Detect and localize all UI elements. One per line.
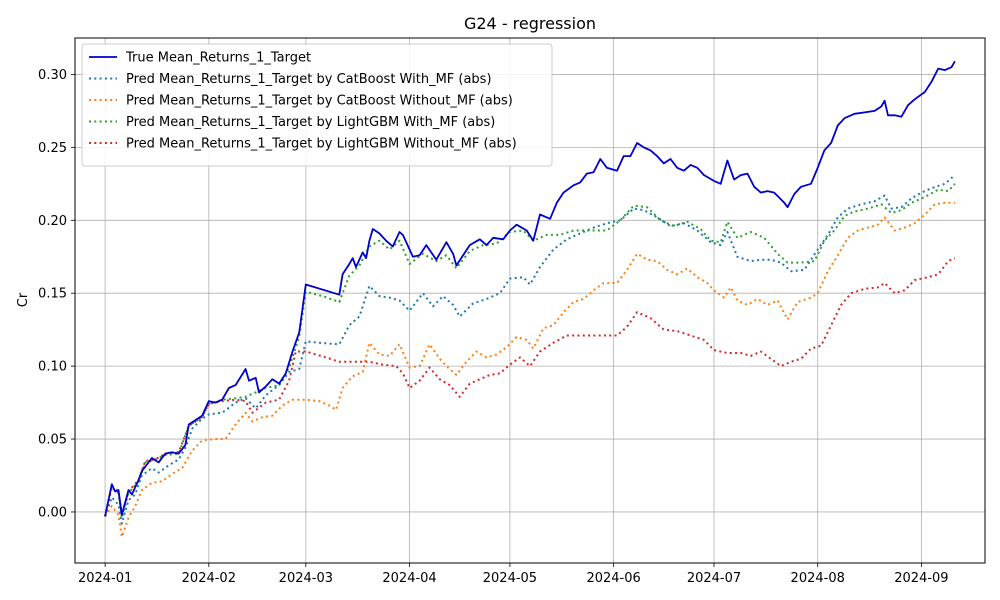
y-tick-label: 0.30 (38, 68, 67, 83)
y-tick-label: 0.20 (38, 214, 67, 229)
x-tick-label: 2024-01 (78, 571, 132, 586)
y-tick-label: 0.00 (38, 505, 67, 520)
legend-label: Pred Mean_Returns_1_Target by CatBoost W… (126, 94, 513, 109)
x-tick-label: 2024-02 (182, 571, 236, 586)
legend: True Mean_Returns_1_Target Pred Mean_Retu… (81, 43, 553, 167)
x-tick-label: 2024-09 (894, 571, 948, 586)
series-line-1 (104, 60, 956, 517)
x-tick-label: 2024-06 (586, 571, 640, 586)
x-axis-ticks: 2024-01 2024-02 2024-03 2024-04 2024-05 2024-… (78, 563, 949, 586)
chart-title: G24 - regression (464, 14, 596, 33)
series-lines (104, 60, 956, 538)
y-tick-label: 0.10 (38, 360, 67, 375)
legend-label: Pred Mean_Returns_1_Target by CatBoost W… (126, 72, 492, 87)
x-tick-label: 2024-04 (382, 571, 436, 586)
x-tick-label: 2024-05 (483, 571, 537, 586)
x-tick-label: 2024-07 (687, 571, 741, 586)
legend-label: True Mean_Returns_1_Target (125, 51, 311, 66)
series-line-5 (104, 257, 956, 517)
series-line-2 (104, 174, 956, 525)
legend-label: Pred Mean_Returns_1_Target by LightGBM W… (126, 137, 517, 152)
legend-box (81, 43, 553, 167)
x-tick-label: 2024-08 (791, 571, 845, 586)
x-tick-label: 2024-03 (279, 571, 333, 586)
y-tick-label: 0.05 (38, 433, 67, 448)
y-axis-ticks: 0.00 0.05 0.10 0.15 0.20 0.25 0.30 (38, 68, 75, 520)
y-tick-label: 0.15 (38, 287, 67, 302)
y-tick-label: 0.25 (38, 141, 67, 156)
legend-label: Pred Mean_Returns_1_Target by LightGBM W… (126, 115, 495, 130)
y-axis-label: Cr (16, 292, 31, 307)
series-line-3 (104, 201, 955, 538)
plot-frame (74, 37, 986, 564)
